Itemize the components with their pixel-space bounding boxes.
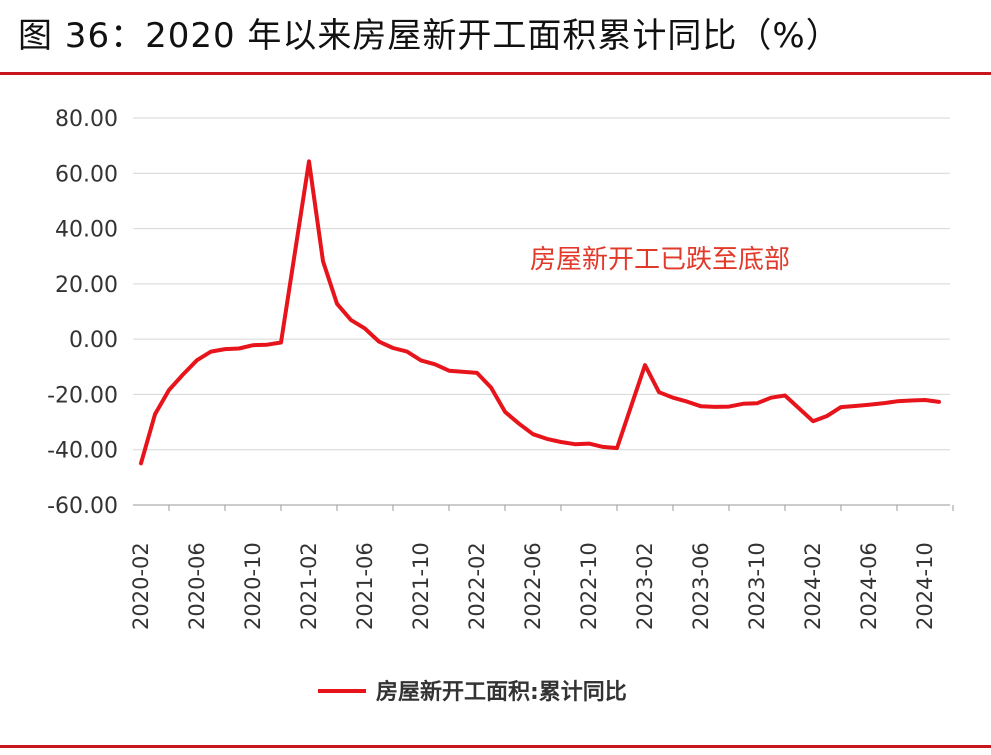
y-tick-label: -20.00 <box>47 383 118 408</box>
x-tick-label: 2020-02 <box>129 542 153 630</box>
x-tick-label: 2021-02 <box>297 542 321 630</box>
y-tick-label: 40.00 <box>55 218 118 243</box>
x-axis: 2020-02 2020-06 2020-10 2021-02 2021-06 2021-… <box>129 504 954 630</box>
x-tick-label: 2022-10 <box>577 542 601 630</box>
x-tick-label: 2022-02 <box>465 542 489 630</box>
x-tick-label: 2024-02 <box>801 542 825 630</box>
x-tick-label: 2023-02 <box>633 542 657 630</box>
y-tick-label: 0.00 <box>69 328 118 353</box>
y-tick-label: -60.00 <box>47 494 118 519</box>
x-tick-label: 2020-10 <box>241 542 265 630</box>
title-divider <box>0 72 991 75</box>
x-tick-label: 2024-10 <box>913 542 937 630</box>
y-tick-label: 60.00 <box>55 162 118 187</box>
x-tick-label: 2021-06 <box>353 542 377 630</box>
y-tick-label: 80.00 <box>55 107 118 132</box>
x-tick-label: 2024-06 <box>857 542 881 630</box>
x-tick-label: 2022-06 <box>521 542 545 630</box>
x-tick-label: 2023-06 <box>689 542 713 630</box>
y-tick-label: 20.00 <box>55 273 118 298</box>
x-tick-label: 2021-10 <box>409 542 433 630</box>
legend: 房屋新开工面积:累计同比 <box>318 679 627 705</box>
chart-annotation: 房屋新开工已跌至底部 <box>530 245 790 275</box>
x-tick-label: 2023-10 <box>745 542 769 630</box>
x-tick-label: 2020-06 <box>185 542 209 630</box>
series-line <box>139 159 941 466</box>
y-tick-label: -40.00 <box>47 439 118 464</box>
series-layer <box>139 159 941 466</box>
legend-label: 房屋新开工面积:累计同比 <box>376 679 627 705</box>
grid-lines <box>133 117 950 506</box>
y-axis: 80.00 60.00 40.00 20.00 0.00 -20.00 -40.00 -60.… <box>47 107 118 519</box>
figure-title: 图 36：2020 年以来房屋新开工面积累计同比（%） <box>18 16 841 56</box>
bottom-divider <box>0 745 991 748</box>
